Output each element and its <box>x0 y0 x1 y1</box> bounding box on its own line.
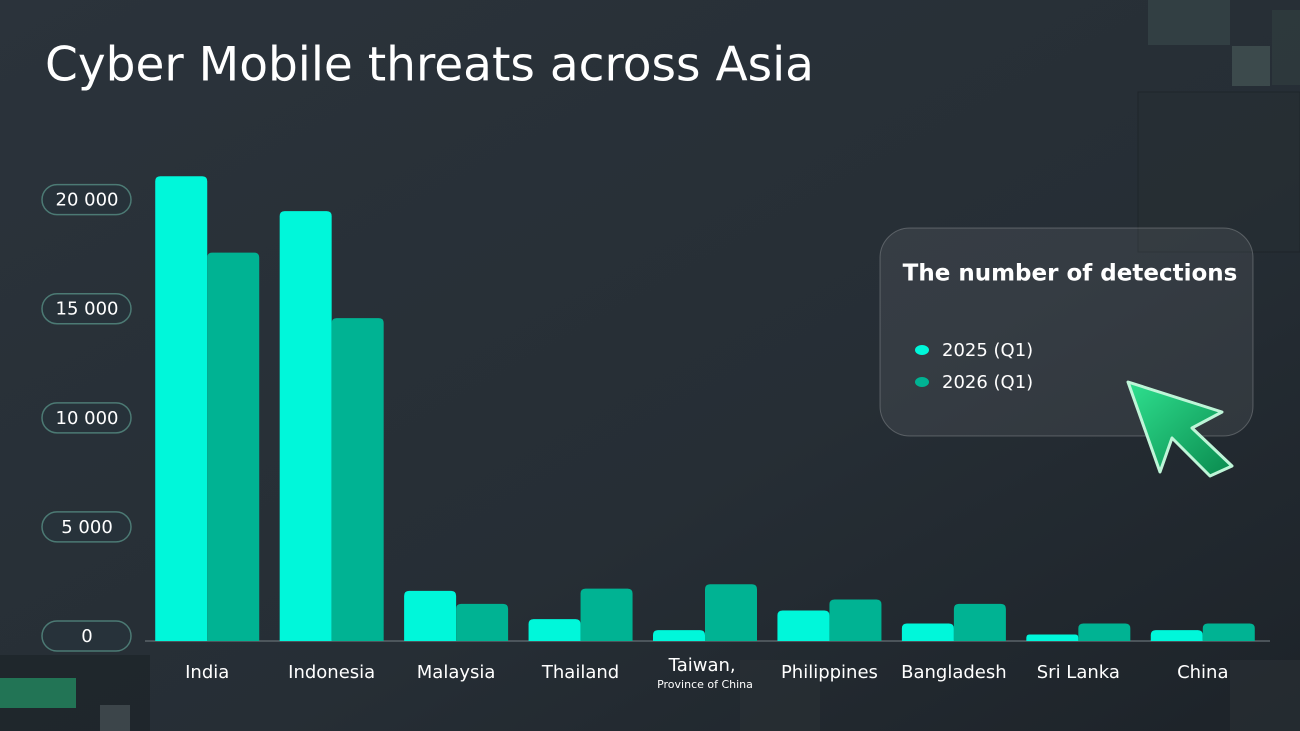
x-tick-label: Bangladesh <box>901 662 1007 683</box>
bar <box>279 211 332 641</box>
plot-area: 0 5 000 10 000 15 000 20 000 India Indonesia Ma… <box>41 176 1270 691</box>
x-tick-label: China <box>1177 662 1228 683</box>
bar <box>777 610 830 641</box>
bar <box>1202 623 1255 641</box>
bar <box>404 590 457 641</box>
x-tick-label: Indonesia <box>288 662 375 683</box>
bar <box>580 588 633 641</box>
bar <box>1078 623 1131 641</box>
legend-marker <box>915 377 929 387</box>
legend: 2025 (Q1) 2026 (Q1) <box>915 340 1033 393</box>
y-tick-label: 20 000 <box>56 190 119 211</box>
chart-title: Cyber Mobile threats across Asia <box>45 38 814 93</box>
bar <box>1150 630 1203 641</box>
y-tick-label: 15 000 <box>56 299 119 320</box>
y-tick-pill <box>41 402 132 434</box>
y-tick-pill <box>41 620 132 652</box>
bar <box>155 176 208 642</box>
x-tick-label: India <box>185 662 229 683</box>
x-tick-label: Philippines <box>781 662 878 683</box>
bar <box>653 630 705 641</box>
bar <box>705 584 757 641</box>
legend-label: 2025 (Q1) <box>942 340 1033 361</box>
bar <box>456 603 509 641</box>
x-tick-label: Thailand <box>541 662 619 683</box>
bar <box>331 318 384 641</box>
bar <box>528 619 581 641</box>
y-tick-pill <box>41 292 132 325</box>
legend-box <box>879 227 1254 437</box>
y-tick-label: 10 000 <box>56 408 119 429</box>
bar <box>207 252 260 642</box>
bar <box>829 599 882 641</box>
bar <box>953 603 1006 641</box>
x-tick-label: Malaysia <box>417 662 496 683</box>
legend-marker <box>915 345 929 355</box>
y-tick-pill <box>41 183 132 216</box>
y-tick-label: 5 000 <box>61 517 113 538</box>
x-tick-label: Taiwan, Province of China <box>657 655 753 691</box>
bar <box>901 623 954 641</box>
y-tick-pill <box>41 511 132 543</box>
bar <box>1026 634 1079 641</box>
legend-title: The number of detections <box>903 261 1238 287</box>
legend-label: 2026 (Q1) <box>942 372 1033 393</box>
x-tick-label: Sri Lanka <box>1037 662 1120 683</box>
cursor-icon <box>1126 380 1234 478</box>
y-tick-label: 0 <box>81 626 92 647</box>
